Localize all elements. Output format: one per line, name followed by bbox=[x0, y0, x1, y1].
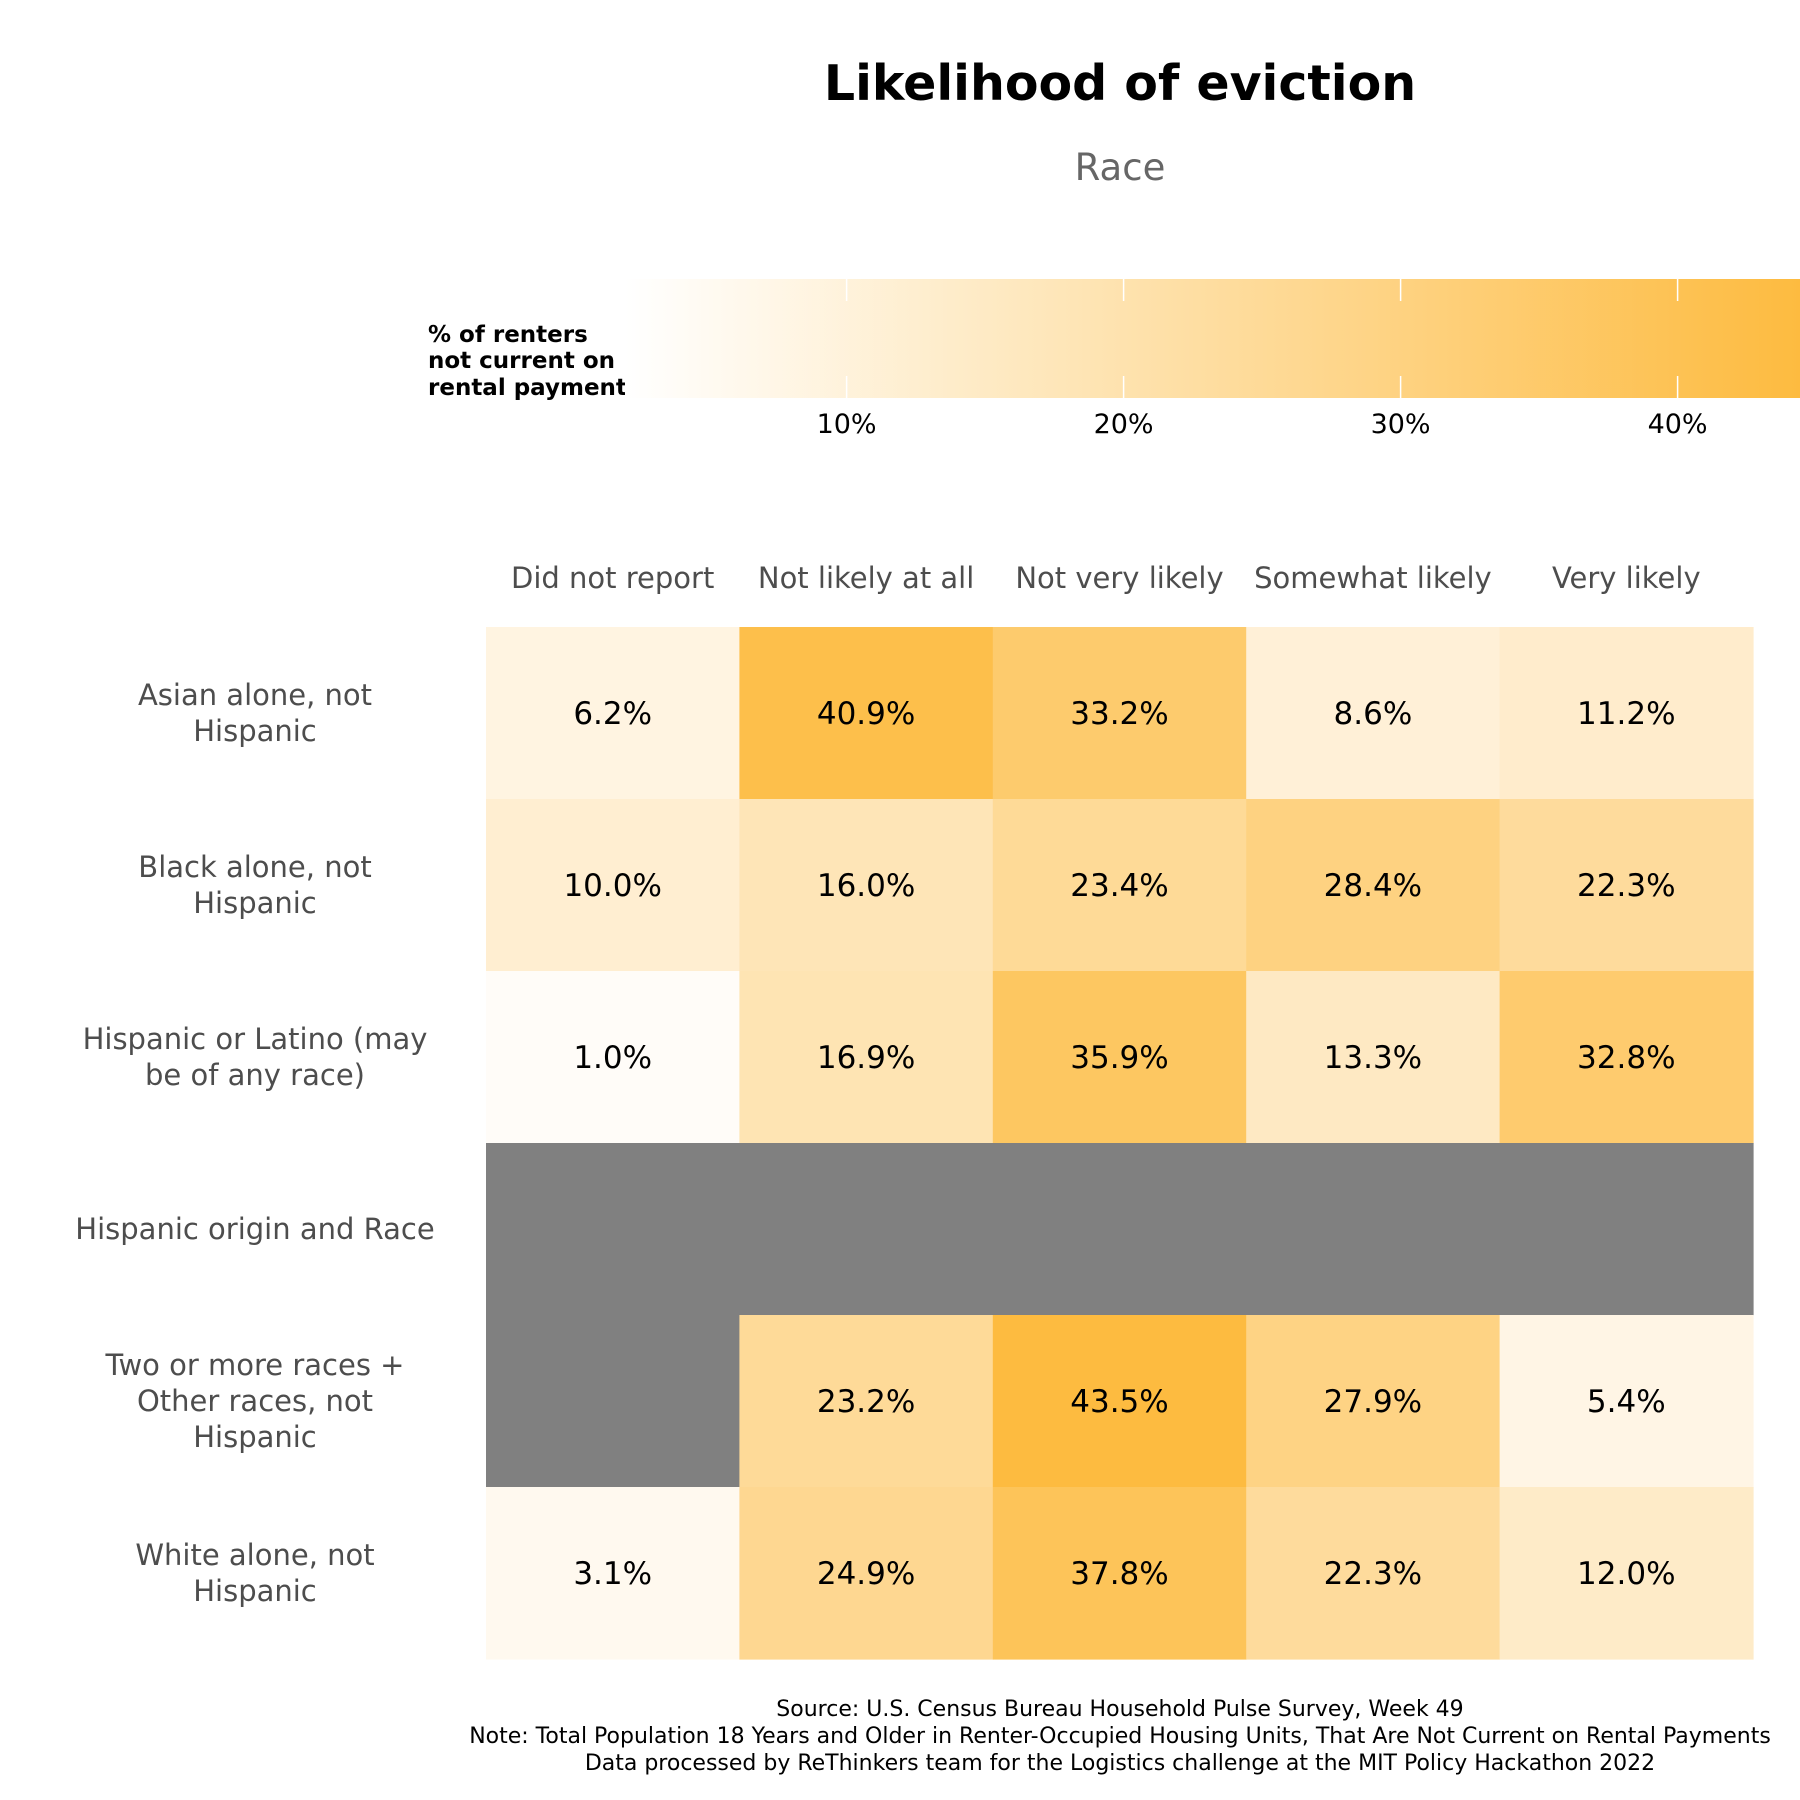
row-label-4-line-2: Hispanic bbox=[193, 1420, 317, 1454]
cell-value-4-3: 27.9% bbox=[1324, 1384, 1422, 1420]
heatmap-cell-0-4 bbox=[1499, 627, 1754, 800]
heatmap-cell-0-0 bbox=[486, 627, 740, 800]
row-label-4-line-0: Two or more races + bbox=[105, 1348, 405, 1382]
column-label-0: Did not report bbox=[511, 561, 714, 595]
cell-value-0-0: 6.2% bbox=[573, 696, 652, 732]
row-label-1-line-1: Hispanic bbox=[193, 886, 317, 920]
legend-tick-label-0: 10% bbox=[817, 409, 877, 440]
cell-value-2-1: 16.9% bbox=[817, 1040, 915, 1076]
cell-value-5-2: 37.8% bbox=[1070, 1556, 1168, 1592]
cell-value-0-2: 33.2% bbox=[1070, 696, 1168, 732]
heatmap-cell-3-3 bbox=[1246, 1143, 1501, 1316]
row-label-0-line-1: Hispanic bbox=[193, 714, 317, 748]
legend-title-line-1: % of renters bbox=[428, 322, 588, 348]
heatmap-cell-1-2 bbox=[992, 799, 1247, 972]
heatmap-cell-3-1 bbox=[739, 1143, 994, 1316]
heatmap-cell-1-0 bbox=[486, 799, 740, 972]
cell-value-4-2: 43.5% bbox=[1070, 1384, 1168, 1420]
heatmap-cell-5-1 bbox=[739, 1487, 994, 1660]
heatmap-cell-2-2 bbox=[992, 971, 1247, 1144]
row-label-1-line-0: Black alone, not bbox=[138, 850, 371, 884]
heatmap-cell-3-4 bbox=[1499, 1143, 1754, 1316]
caption: Source: U.S. Census Bureau Household Pul… bbox=[469, 1697, 1771, 1776]
cell-value-4-1: 23.2% bbox=[817, 1384, 915, 1420]
row-label-2-line-0: Hispanic or Latino (may bbox=[83, 1022, 428, 1056]
caption-credit: Data processed by ReThinkers team for th… bbox=[585, 1751, 1655, 1776]
heatmap-cell-2-0 bbox=[486, 971, 740, 1144]
heatmap-cell-0-1 bbox=[739, 627, 994, 800]
cell-value-5-0: 3.1% bbox=[573, 1556, 652, 1592]
legend-title-line-2: not current on bbox=[428, 348, 615, 374]
heatmap-cell-2-4 bbox=[1499, 971, 1754, 1144]
row-label-5-line-1: Hispanic bbox=[193, 1574, 317, 1608]
heatmap-cell-3-0 bbox=[486, 1143, 740, 1316]
column-label-4: Very likely bbox=[1552, 561, 1701, 595]
row-label-3-line-0: Hispanic origin and Race bbox=[75, 1212, 434, 1246]
cell-value-2-0: 1.0% bbox=[573, 1040, 652, 1076]
legend-colorbar bbox=[625, 279, 1800, 398]
cell-value-5-1: 24.9% bbox=[817, 1556, 915, 1592]
heatmap-cell-4-4 bbox=[1499, 1315, 1754, 1488]
cell-value-0-4: 11.2% bbox=[1577, 696, 1675, 732]
caption-source: Source: U.S. Census Bureau Household Pul… bbox=[776, 1697, 1463, 1722]
row-label-2-line-1: be of any race) bbox=[145, 1058, 365, 1092]
row-label-5-line-0: White alone, not bbox=[135, 1538, 374, 1572]
heatmap-cell-4-2 bbox=[992, 1315, 1247, 1488]
cell-value-0-3: 8.6% bbox=[1334, 696, 1413, 732]
cell-value-1-4: 22.3% bbox=[1577, 868, 1675, 904]
heatmap-cell-0-2 bbox=[992, 627, 1247, 800]
cell-value-2-3: 13.3% bbox=[1324, 1040, 1422, 1076]
heatmap-cell-2-3 bbox=[1246, 971, 1501, 1144]
legend-tick-label-3: 40% bbox=[1648, 409, 1708, 440]
cell-value-5-4: 12.0% bbox=[1577, 1556, 1675, 1592]
legend-ticks: 10% 20% 30% 40% bbox=[817, 279, 1708, 440]
heatmap-cells: 6.2% 40.9% 33.2% 8.6% 11.2% 10.0% 16.0% 23.4% 28… bbox=[486, 627, 1754, 1660]
cell-value-4-4: 5.4% bbox=[1587, 1384, 1666, 1420]
heatmap-cell-2-1 bbox=[739, 971, 994, 1144]
heatmap-cell-5-2 bbox=[992, 1487, 1247, 1660]
cell-value-1-3: 28.4% bbox=[1324, 868, 1422, 904]
legend-tick-label-1: 20% bbox=[1094, 409, 1154, 440]
row-label-4-line-1: Other races, not bbox=[137, 1384, 373, 1418]
heatmap-cell-4-1 bbox=[739, 1315, 994, 1488]
chart-subtitle: Race bbox=[1075, 146, 1166, 189]
column-label-1: Not likely at all bbox=[758, 561, 974, 595]
cell-value-2-4: 32.8% bbox=[1577, 1040, 1675, 1076]
cell-value-5-3: 22.3% bbox=[1324, 1556, 1422, 1592]
heatmap-cell-4-0 bbox=[486, 1315, 740, 1488]
color-legend: % of renters not current on rental payme… bbox=[428, 279, 1800, 440]
caption-note: Note: Total Population 18 Years and Olde… bbox=[469, 1724, 1771, 1749]
column-label-3: Somewhat likely bbox=[1254, 561, 1492, 595]
row-label-0-line-0: Asian alone, not bbox=[138, 678, 372, 712]
heatmap-cell-1-1 bbox=[739, 799, 994, 972]
legend-tick-label-2: 30% bbox=[1371, 409, 1431, 440]
heatmap-cell-3-2 bbox=[992, 1143, 1247, 1316]
cell-value-0-1: 40.9% bbox=[817, 696, 915, 732]
cell-value-2-2: 35.9% bbox=[1070, 1040, 1168, 1076]
cell-value-1-2: 23.4% bbox=[1070, 868, 1168, 904]
legend-title-line-3: rental payments bbox=[428, 375, 641, 401]
heatmap-cell-1-3 bbox=[1246, 799, 1501, 972]
heatmap-cell-1-4 bbox=[1499, 799, 1754, 972]
cell-value-1-0: 10.0% bbox=[563, 868, 661, 904]
heatmap-cell-5-3 bbox=[1246, 1487, 1501, 1660]
heatmap-cell-5-4 bbox=[1499, 1487, 1754, 1660]
cell-value-1-1: 16.0% bbox=[817, 868, 915, 904]
heatmap-cell-4-3 bbox=[1246, 1315, 1501, 1488]
chart-title: Likelihood of eviction bbox=[824, 55, 1416, 112]
column-label-2: Not very likely bbox=[1015, 561, 1223, 595]
column-labels: Did not report Not likely at all Not very … bbox=[511, 561, 1701, 595]
heatmap-cell-0-3 bbox=[1246, 627, 1501, 800]
heatmap-cell-5-0 bbox=[486, 1487, 740, 1660]
